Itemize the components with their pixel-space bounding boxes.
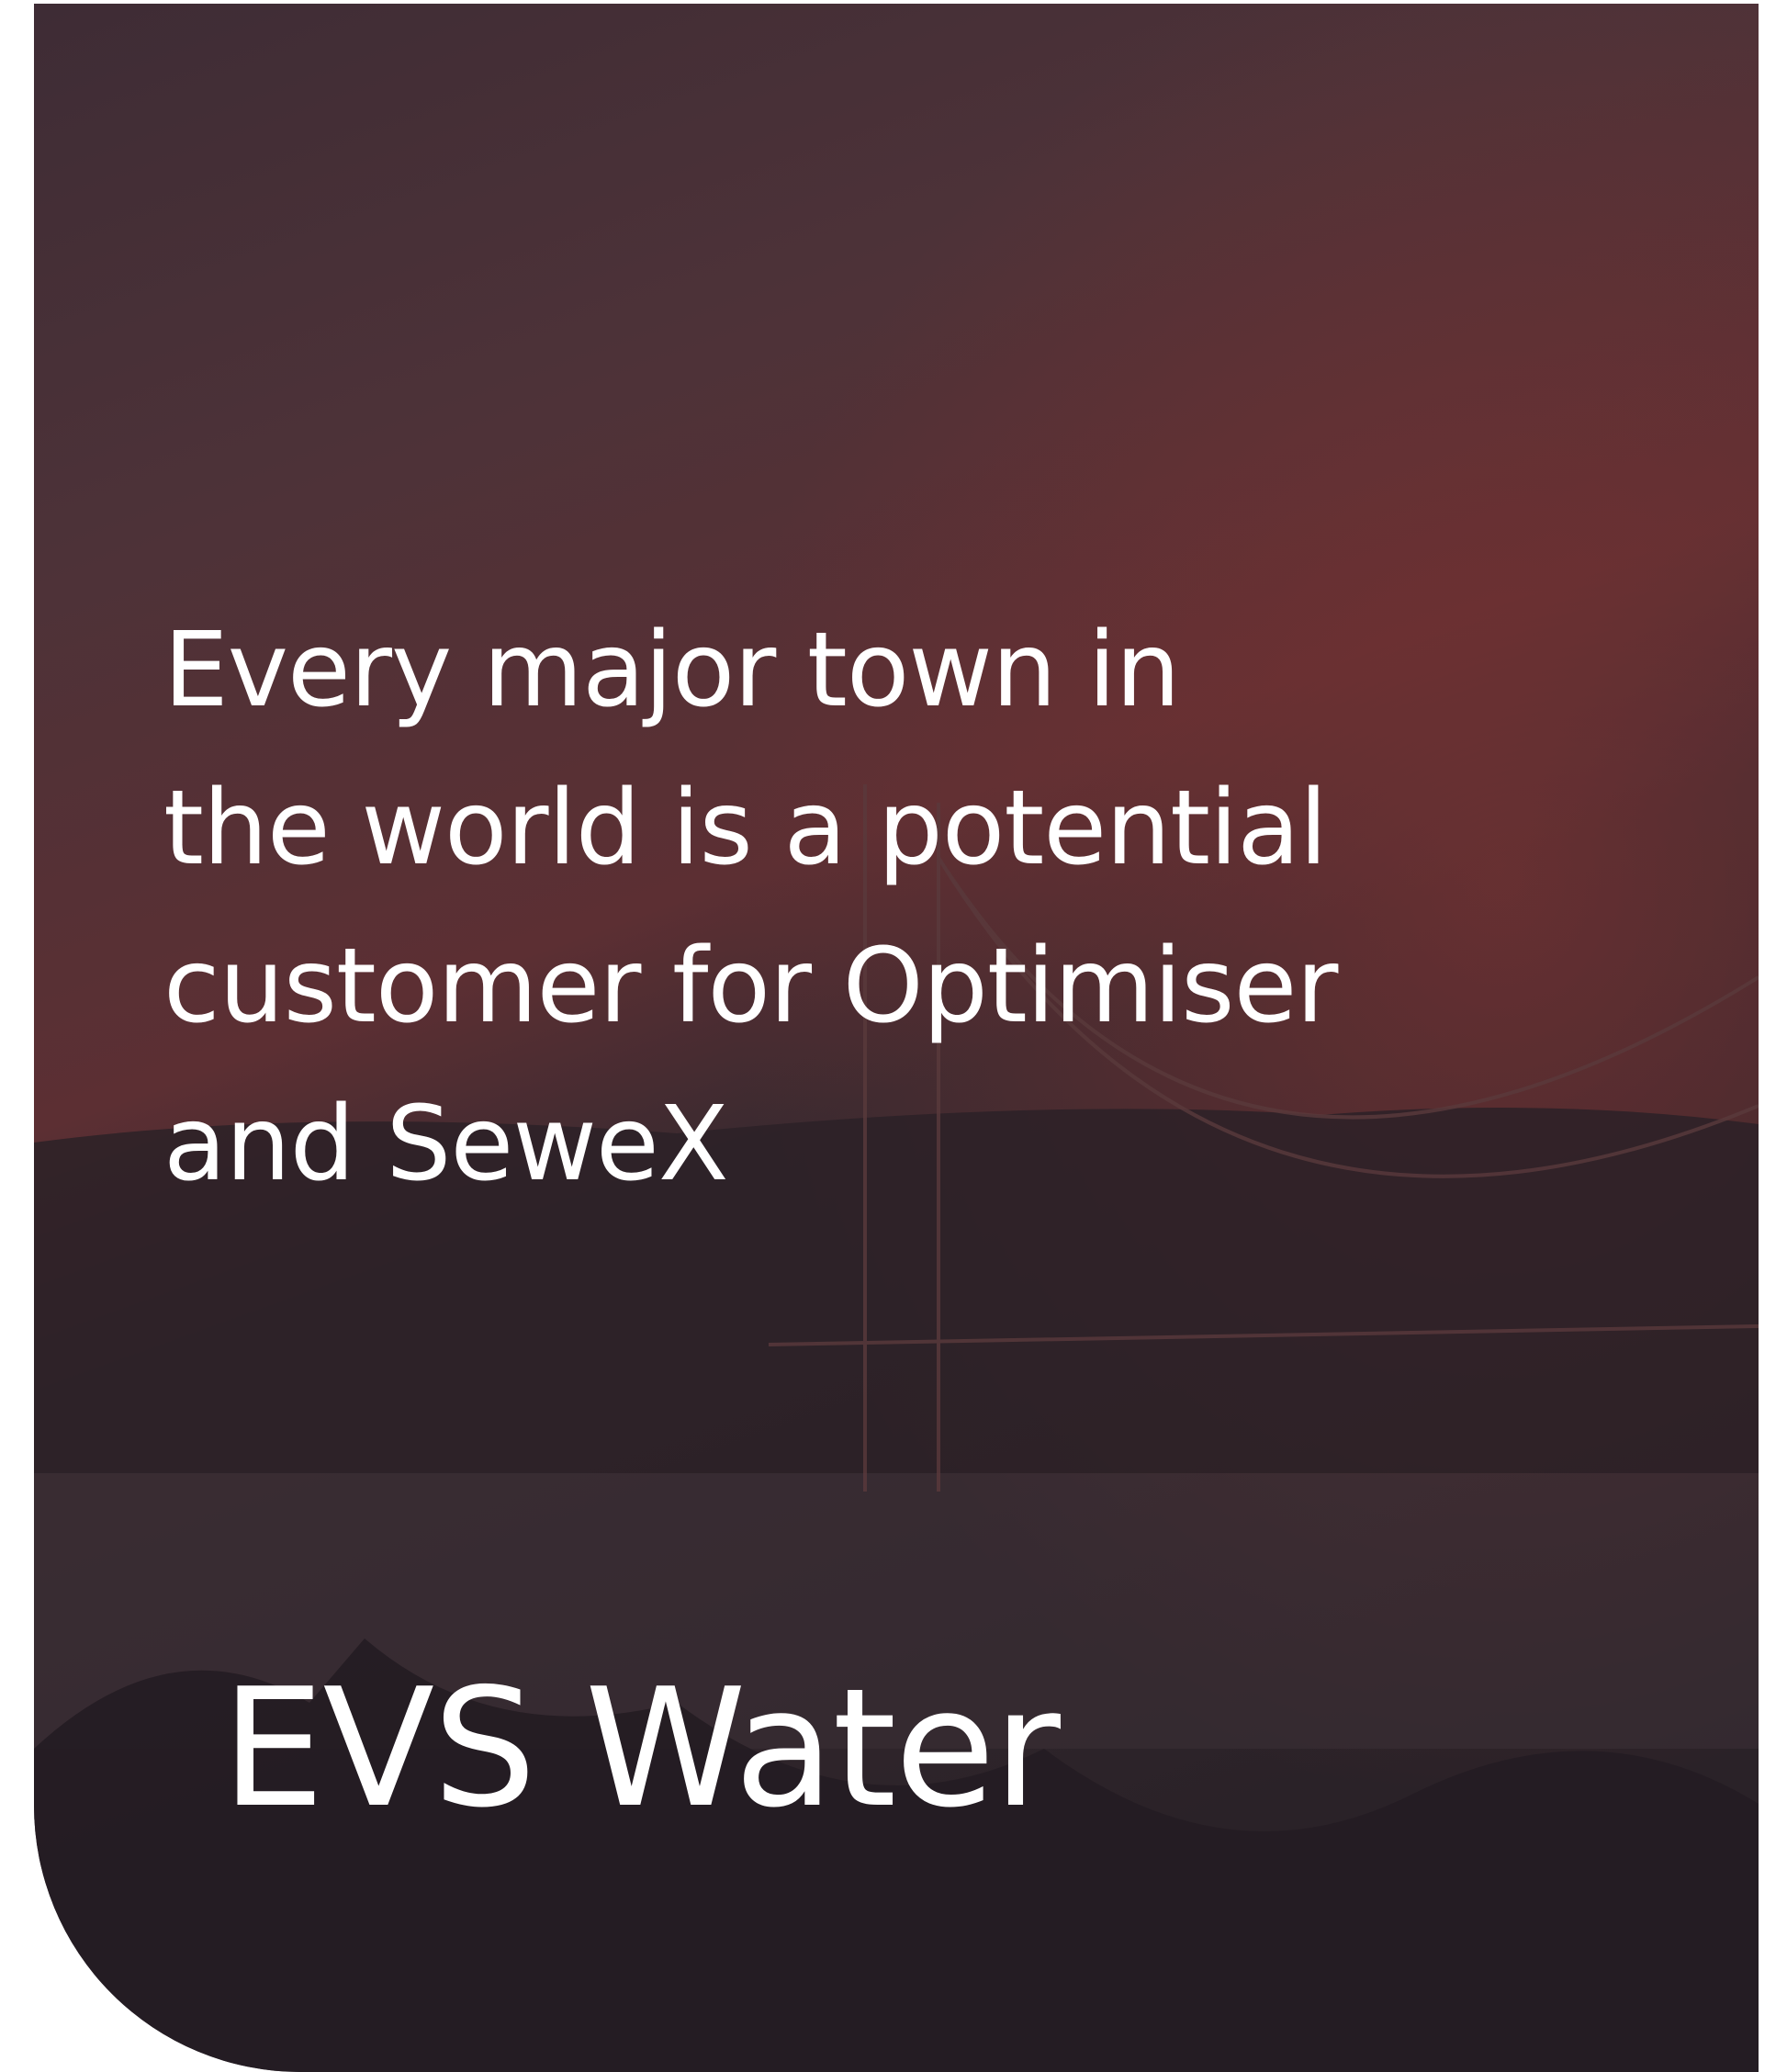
brand-name: EVS Water (221, 1657, 1059, 1841)
quote-line: the world is a potential (163, 749, 1337, 907)
quote-line: customer for Optimiser (163, 907, 1337, 1065)
hero-card: Every major town in the world is a poten… (34, 4, 1759, 2072)
quote-line: Every major town in (163, 591, 1337, 749)
page: Every major town in the world is a poten… (0, 0, 1787, 2072)
quote-line: and SeweX (163, 1065, 1337, 1223)
quote: Every major town in the world is a poten… (163, 591, 1337, 1223)
